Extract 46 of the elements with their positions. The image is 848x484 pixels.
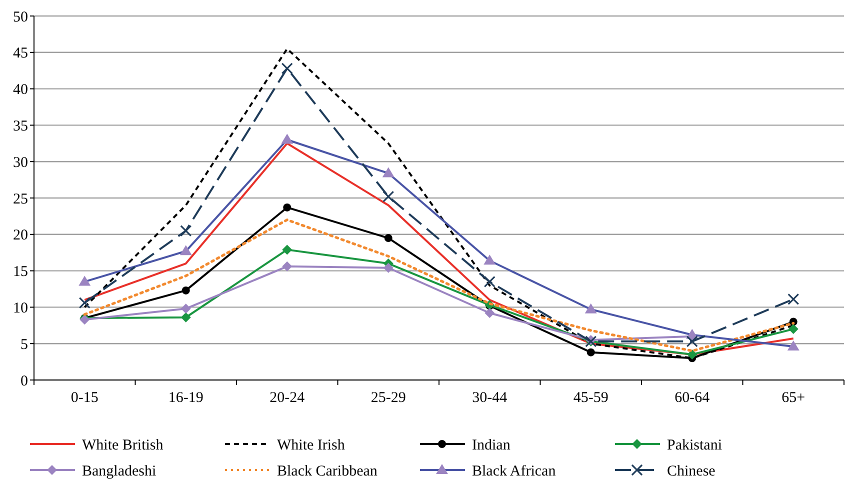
y-tick-label: 35 [13,118,28,134]
x-tick-label: 30-44 [472,390,508,406]
x-tick-label: 45-59 [573,390,608,406]
y-tick-label: 15 [13,264,28,280]
y-tick-label: 45 [13,46,28,62]
y-tick-label: 0 [20,373,28,390]
y-tick-label: 40 [13,82,28,98]
legend-label: Indian [472,437,511,454]
point [384,234,392,242]
y-tick-label: 10 [13,300,28,316]
point [686,336,698,348]
x-tick-label: 16-19 [168,390,204,406]
point [283,203,292,212]
legend-label: White British [82,437,164,454]
point [382,190,394,202]
point [180,312,191,322]
point [484,308,495,318]
point [484,276,496,288]
x-tick-label: 25-29 [370,390,406,406]
y-tick-label: 20 [13,228,28,244]
legend-label: Pakistani [667,437,722,454]
point [182,286,190,294]
point [78,297,90,309]
legend-label: Black Caribbean [277,463,378,480]
legend-label: White Irish [277,437,346,454]
point [180,304,191,314]
y-tick-label: 25 [13,191,28,208]
y-tick-label: 50 [13,9,28,26]
x-tick-label: 65+ [782,390,806,406]
point [383,262,394,273]
point [586,348,595,356]
legend-label: Bangladeshi [82,463,156,480]
y-tick-label: 5 [20,336,28,353]
legend-label: Black African [472,463,556,480]
y-tick-label: 30 [13,154,28,171]
point [282,244,292,255]
legend-label: Chinese [667,463,716,480]
x-tick-label: 20-24 [270,390,306,406]
point [281,62,293,74]
point [282,261,292,272]
point [180,224,192,237]
x-tick-label: 0-15 [70,390,98,406]
point [788,324,798,334]
point [687,350,698,360]
point [788,293,800,305]
x-tick-label: 60-64 [674,390,710,406]
